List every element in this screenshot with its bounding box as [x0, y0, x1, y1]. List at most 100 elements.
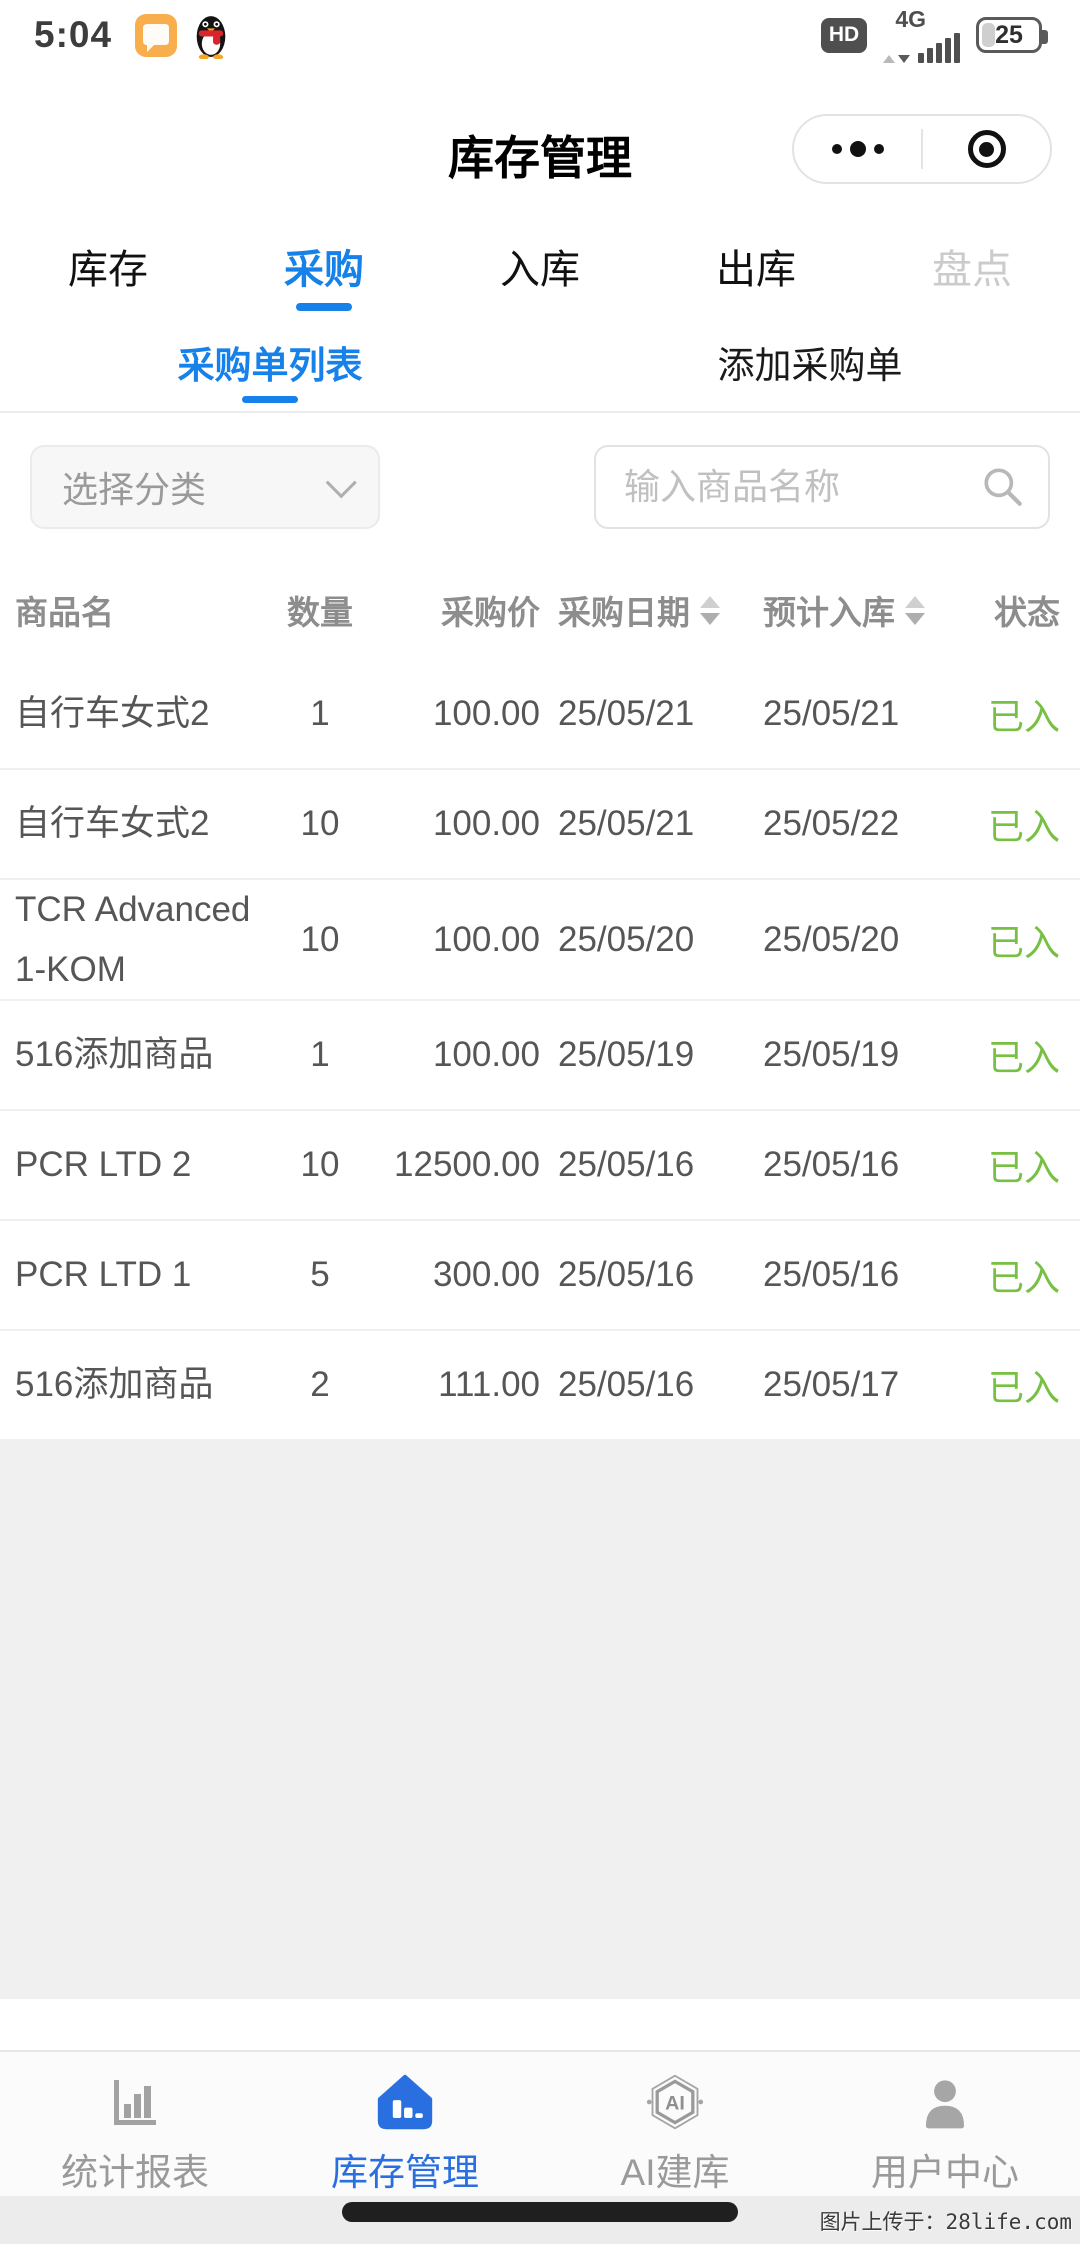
- status-badge: 已入: [987, 1037, 1060, 1078]
- cell-expected-inbound: 25/05/21: [763, 694, 900, 733]
- header-purchase-date: 采购日期: [540, 586, 755, 634]
- cell-expected-inbound: 25/05/16: [763, 1145, 900, 1184]
- qq-penguin-icon: [196, 15, 226, 59]
- status-badge: 已入: [987, 696, 1060, 737]
- cell-purchase-price: 100.00: [432, 1035, 540, 1074]
- cell-purchase-price: 100.00: [432, 919, 540, 959]
- watermark-text: 图片上传于：28life.com: [819, 2210, 1072, 2234]
- tab-purchase[interactable]: 采购: [216, 218, 432, 313]
- cell-purchase-date: 25/05/19: [558, 1035, 695, 1074]
- battery-fill: [982, 23, 995, 47]
- ellipsis-icon: [831, 141, 884, 157]
- capsule-divider: [921, 129, 923, 169]
- clock: 5:04: [34, 14, 113, 55]
- chat-message-icon: [135, 14, 178, 57]
- status-badge: 已入: [987, 1147, 1060, 1188]
- table-row[interactable]: 516添加商品 1 100.00 25/05/19 25/05/19 已入: [0, 1001, 1080, 1111]
- table-row[interactable]: PCR LTD 2 10 12500.00 25/05/16 25/05/16 …: [0, 1111, 1080, 1221]
- cell-product-name: 516添加商品: [15, 1365, 214, 1405]
- status-badge: 已入: [987, 1367, 1060, 1408]
- cell-product-name: 自行车女式2: [15, 804, 210, 844]
- header-status: 状态: [994, 594, 1060, 631]
- cell-quantity: 10: [300, 804, 340, 843]
- circled-dot-icon: [967, 130, 1006, 168]
- cell-purchase-date: 25/05/20: [558, 919, 695, 959]
- cell-quantity: 1: [310, 694, 330, 733]
- bar-chart-icon: [106, 2070, 164, 2132]
- cell-purchase-date: 25/05/16: [558, 1255, 695, 1294]
- table-row[interactable]: 516添加商品 2 111.00 25/05/16 25/05/17 已入: [0, 1331, 1080, 1441]
- cell-expected-inbound: 25/05/17: [763, 1365, 900, 1404]
- header-quantity: 数量: [287, 594, 353, 631]
- purchase-order-table: 自行车女式2 1 100.00 25/05/21 25/05/21 已入 自行车…: [0, 660, 1080, 1441]
- status-badge: 已入: [987, 1257, 1060, 1298]
- cell-purchase-price: 100.00: [432, 694, 540, 733]
- header: 库存管理: [0, 64, 1080, 218]
- status-bar: 5:04 HD 4G: [0, 0, 1080, 64]
- battery-percent: 25: [995, 20, 1023, 49]
- table-header: 商品名 数量 采购价 采购日期 预计入库 状态: [0, 560, 1080, 660]
- cell-expected-inbound: 25/05/22: [763, 804, 900, 843]
- cell-purchase-date: 25/05/16: [558, 1145, 695, 1184]
- table-row[interactable]: PCR LTD 1 5 300.00 25/05/16 25/05/16 已入: [0, 1221, 1080, 1331]
- header-product-name: 商品名: [15, 594, 114, 631]
- empty-area: [0, 1441, 1080, 1999]
- nav-item-ai-build[interactable]: AI AI建库: [540, 2052, 810, 2196]
- sort-down-icon: [905, 612, 925, 625]
- sort-purchase-date-button[interactable]: [700, 595, 720, 625]
- network-type-label: 4G: [895, 5, 926, 32]
- category-select[interactable]: 选择分类: [30, 444, 380, 529]
- cell-quantity: 5: [310, 1255, 330, 1294]
- search-input[interactable]: [624, 465, 980, 508]
- cell-expected-inbound: 25/05/16: [763, 1255, 900, 1294]
- search-icon[interactable]: [980, 464, 1026, 510]
- table-row[interactable]: 自行车女式2 1 100.00 25/05/21 25/05/21 已入: [0, 660, 1080, 770]
- cell-purchase-date: 25/05/21: [558, 804, 695, 843]
- tab-outbound[interactable]: 出库: [716, 247, 796, 292]
- cell-expected-inbound: 25/05/20: [763, 919, 900, 959]
- svg-text:AI: AI: [665, 2093, 685, 2115]
- cell-purchase-price: 111.00: [438, 1365, 540, 1404]
- cellular-signal-icon: 4G: [883, 5, 960, 63]
- cell-quantity: 2: [310, 1365, 330, 1404]
- subtab-add-purchase-order[interactable]: 添加采购单: [717, 345, 903, 386]
- header-purchase-price: 采购价: [441, 594, 540, 631]
- search-box: [594, 444, 1050, 529]
- header-expected-inbound: 预计入库: [755, 586, 985, 634]
- tab-inbound[interactable]: 入库: [500, 247, 580, 292]
- main-tab-bar: 库存 采购 入库 出库 盘点: [0, 218, 1080, 313]
- cell-product-name: PCR LTD 2: [15, 1145, 192, 1185]
- cell-quantity: 1: [310, 1035, 330, 1074]
- cell-quantity: 10: [300, 919, 340, 959]
- table-row[interactable]: TCR Advanced 1-KOM 10 100.00 25/05/20 25…: [0, 880, 1080, 1001]
- tab-stocktake[interactable]: 盘点: [932, 247, 1012, 292]
- cell-purchase-price: 100.00: [432, 804, 540, 843]
- downlink-arrow-icon: [898, 54, 910, 63]
- sort-up-icon: [905, 595, 925, 608]
- purchase-subtab-bar: 采购单列表 添加采购单: [0, 313, 1080, 413]
- home-indicator[interactable]: [342, 2202, 738, 2222]
- more-button[interactable]: [794, 116, 921, 182]
- cell-purchase-date: 25/05/16: [558, 1365, 695, 1404]
- cell-product-name: TCR Advanced 1-KOM: [15, 890, 251, 989]
- tab-inventory[interactable]: 库存: [68, 247, 148, 292]
- active-subtab-indicator: [242, 396, 298, 403]
- subtab-purchase-order-list[interactable]: 采购单列表: [0, 313, 540, 411]
- cell-product-name: 516添加商品: [15, 1035, 214, 1075]
- hd-badge-icon: HD: [821, 17, 867, 53]
- category-select-value: 选择分类: [62, 468, 207, 510]
- close-minimize-button[interactable]: [923, 116, 1050, 182]
- nav-item-reports[interactable]: 统计报表: [0, 2052, 270, 2196]
- page-title: 库存管理: [448, 132, 632, 184]
- sort-expected-date-button[interactable]: [905, 595, 925, 625]
- cell-product-name: 自行车女式2: [15, 694, 210, 734]
- cell-quantity: 10: [300, 1145, 340, 1184]
- battery-icon: 25: [976, 17, 1048, 53]
- table-row[interactable]: 自行车女式2 10 100.00 25/05/21 25/05/22 已入: [0, 770, 1080, 880]
- nav-item-inventory[interactable]: 库存管理: [270, 2052, 540, 2196]
- nav-item-user-center[interactable]: 用户中心: [810, 2052, 1080, 2196]
- filter-bar: 选择分类: [0, 413, 1080, 560]
- bottom-nav: 统计报表 库存管理 AI: [0, 2050, 1080, 2196]
- chevron-down-icon: [325, 466, 357, 498]
